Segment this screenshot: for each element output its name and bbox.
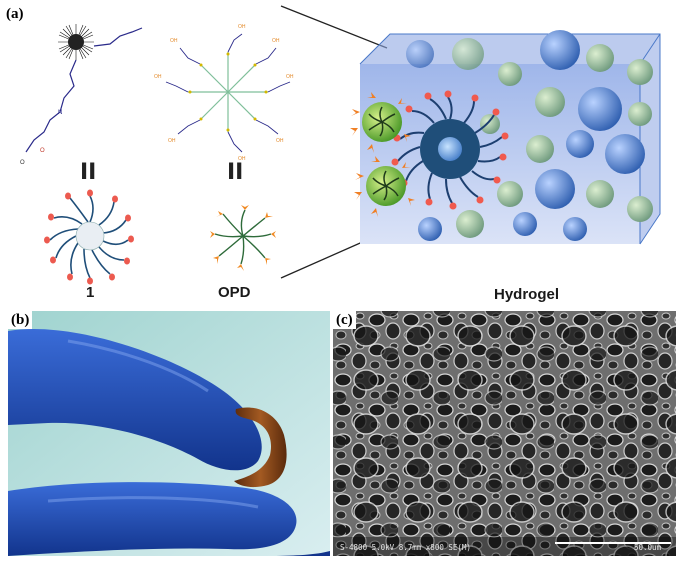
polymer-caption: 1 — [86, 284, 95, 301]
svg-text:OH: OH — [238, 24, 246, 30]
panel-a-label: (a) — [6, 6, 24, 22]
equals-sign-polymer: II — [80, 160, 97, 185]
svg-text:OH: OH — [168, 138, 176, 144]
zoom-lines — [280, 5, 388, 279]
polymer-structure: O O N — [20, 24, 143, 166]
opd-cartoon — [210, 205, 276, 271]
panel-c-label: (c) — [333, 311, 356, 329]
svg-text:OH: OH — [154, 74, 162, 80]
svg-text:OH: OH — [272, 38, 280, 44]
svg-text:OH: OH — [238, 156, 246, 162]
hydrogel-caption: Hydrogel — [494, 286, 560, 303]
svg-text:O: O — [20, 160, 25, 166]
svg-text:N: N — [58, 110, 62, 116]
scale-bar-label: 50.0um — [634, 543, 662, 552]
gloved-hand-photo — [8, 311, 330, 556]
panel-b-label: (b) — [8, 311, 33, 329]
sem-info: S-4800 5.0kV 8.7mm x800 SE(M) — [340, 543, 471, 552]
svg-text:OH: OH — [276, 138, 284, 144]
sem-micrograph — [333, 311, 676, 556]
polymer-micelle-cartoon — [44, 189, 134, 285]
opd-caption: OPD — [218, 284, 251, 301]
hydrogel-network — [350, 30, 661, 245]
opd-structure: OH OH OH OH OH OH OH OH — [154, 24, 294, 162]
svg-text:O: O — [40, 148, 45, 154]
equals-sign-opd: II — [227, 160, 244, 185]
svg-text:OH: OH — [170, 38, 178, 44]
svg-text:OH: OH — [286, 74, 294, 80]
